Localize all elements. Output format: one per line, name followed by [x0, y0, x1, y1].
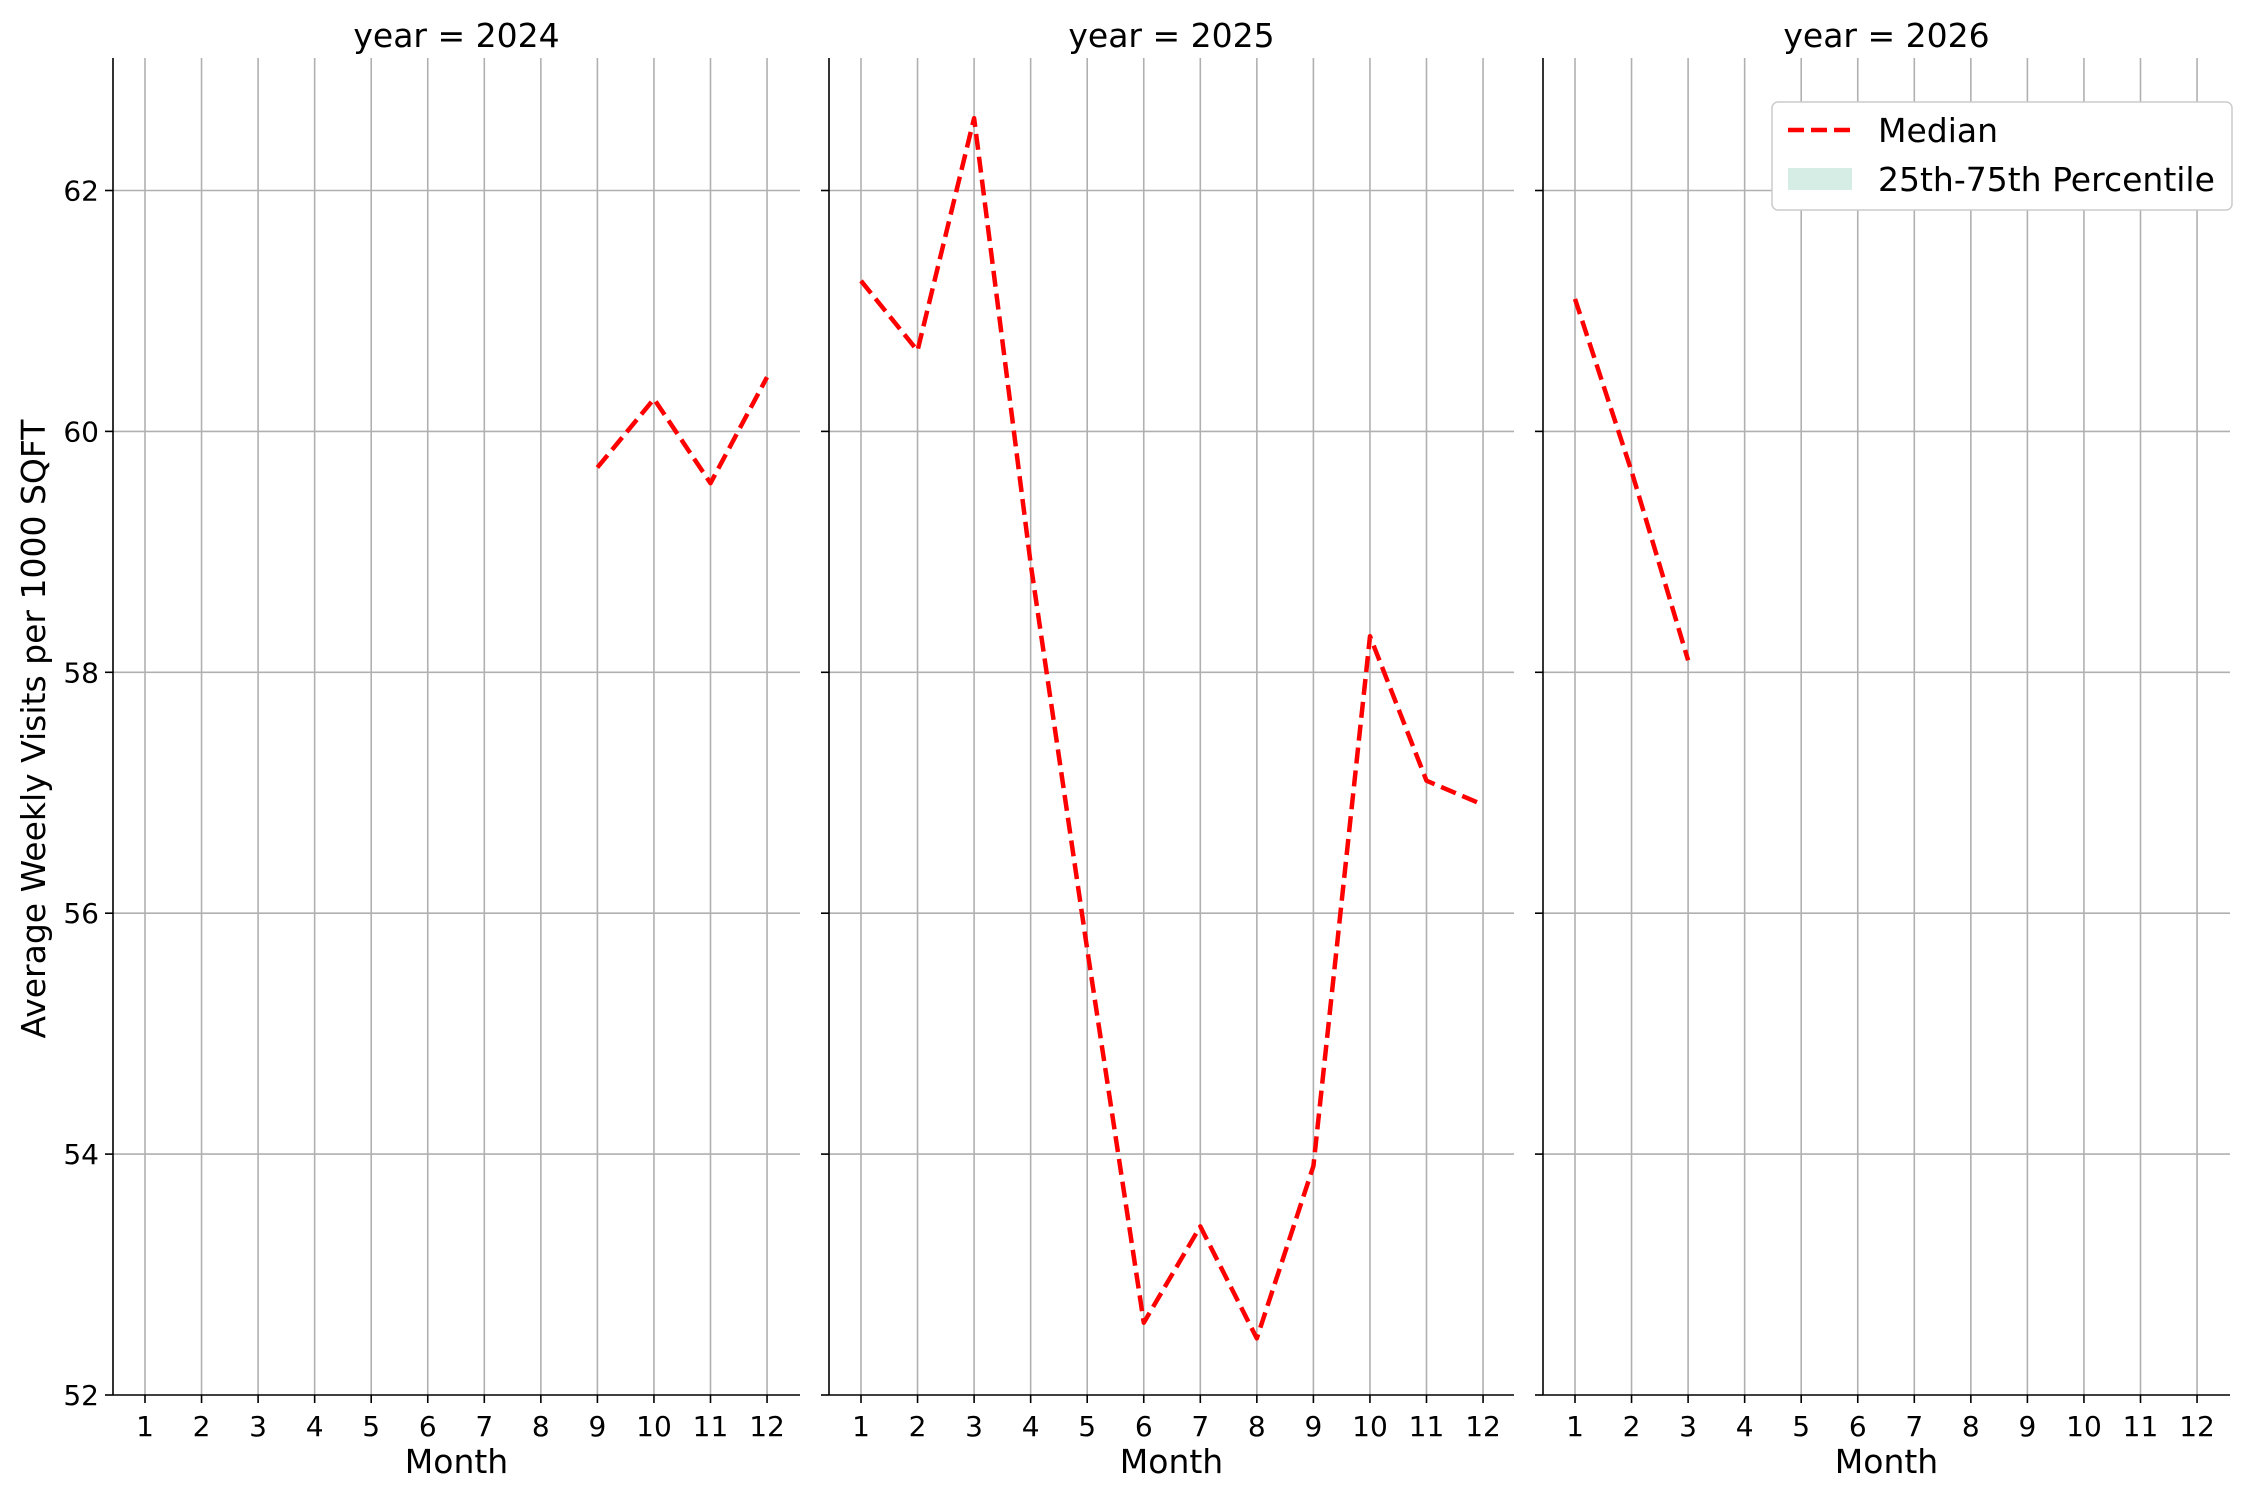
x-tick-label: 8 — [1248, 1410, 1266, 1443]
x-axis-label: Month — [1120, 1442, 1223, 1481]
y-tick-label: 52 — [63, 1379, 99, 1412]
legend: Median 25th-75th Percentile — [1772, 102, 2232, 210]
x-tick-label: 2 — [909, 1410, 927, 1443]
x-tick-label: 4 — [306, 1410, 324, 1443]
x-tick-label: 6 — [1849, 1410, 1867, 1443]
x-tick-label: 8 — [1962, 1410, 1980, 1443]
y-tick-label: 62 — [63, 174, 99, 207]
x-tick-label: 1 — [136, 1410, 154, 1443]
panel-title: year = 2025 — [1068, 16, 1274, 55]
x-tick-label: 7 — [1191, 1410, 1209, 1443]
x-tick-label: 7 — [1905, 1410, 1923, 1443]
panel-title: year = 2024 — [353, 16, 559, 55]
y-tick-label: 56 — [63, 897, 99, 930]
panel-title: year = 2026 — [1783, 16, 1989, 55]
median-line — [861, 118, 1483, 1338]
y-tick-label: 58 — [63, 656, 99, 689]
x-tick-label: 5 — [1792, 1410, 1810, 1443]
x-tick-label: 3 — [965, 1410, 983, 1443]
legend-percentile-swatch — [1788, 168, 1852, 190]
x-tick-label: 9 — [588, 1410, 606, 1443]
x-tick-label: 11 — [1409, 1410, 1445, 1443]
x-tick-label: 10 — [1352, 1410, 1388, 1443]
x-tick-label: 12 — [2179, 1410, 2215, 1443]
x-tick-label: 3 — [1679, 1410, 1697, 1443]
legend-percentile-label: 25th-75th Percentile — [1878, 160, 2215, 199]
x-tick-label: 1 — [1566, 1410, 1584, 1443]
x-tick-label: 12 — [1465, 1410, 1501, 1443]
x-tick-label: 11 — [693, 1410, 729, 1443]
median-line — [597, 377, 767, 483]
x-tick-label: 1 — [852, 1410, 870, 1443]
x-tick-label: 2 — [193, 1410, 211, 1443]
x-axis-label: Month — [1835, 1442, 1938, 1481]
legend-median-label: Median — [1878, 111, 1998, 150]
x-tick-label: 2 — [1623, 1410, 1641, 1443]
x-tick-label: 7 — [475, 1410, 493, 1443]
x-tick-label: 10 — [636, 1410, 672, 1443]
x-tick-label: 8 — [532, 1410, 550, 1443]
y-tick-label: 54 — [63, 1138, 99, 1171]
x-tick-label: 3 — [249, 1410, 267, 1443]
x-tick-label: 9 — [2018, 1410, 2036, 1443]
x-tick-label: 4 — [1022, 1410, 1040, 1443]
x-tick-label: 10 — [2066, 1410, 2102, 1443]
x-tick-label: 6 — [1135, 1410, 1153, 1443]
x-axis-label: Month — [405, 1442, 508, 1481]
x-tick-label: 11 — [2123, 1410, 2159, 1443]
x-tick-label: 12 — [749, 1410, 785, 1443]
x-tick-label: 5 — [362, 1410, 380, 1443]
x-tick-label: 9 — [1304, 1410, 1322, 1443]
x-tick-label: 6 — [419, 1410, 437, 1443]
y-tick-label: 60 — [63, 415, 99, 448]
x-tick-label: 4 — [1736, 1410, 1754, 1443]
y-axis-label: Average Weekly Visits per 1000 SQFT — [14, 419, 53, 1039]
x-tick-label: 5 — [1078, 1410, 1096, 1443]
